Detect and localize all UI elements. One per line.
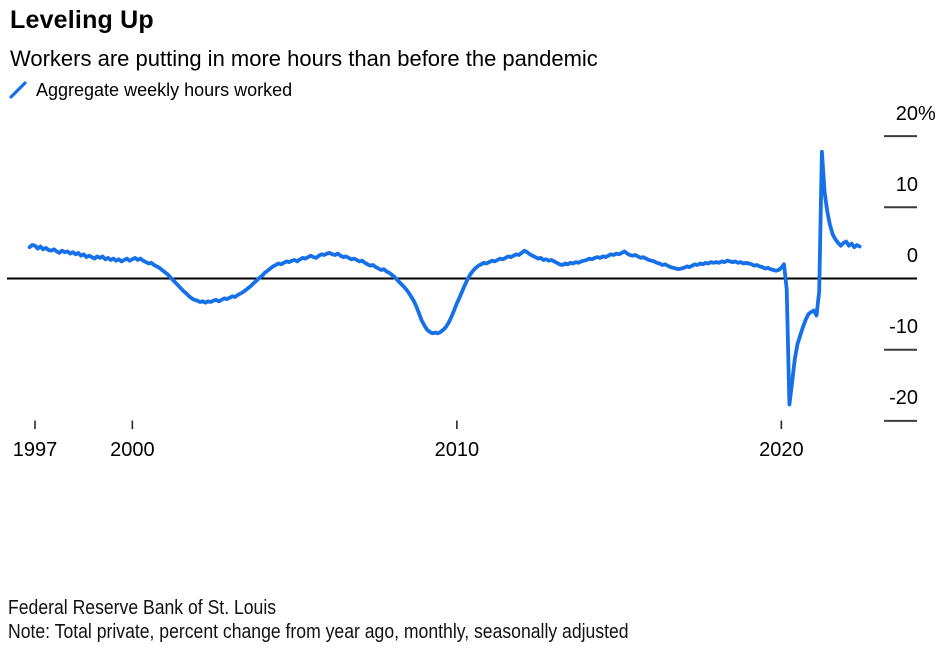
x-axis-label: 2020: [759, 439, 804, 461]
y-axis-label: 20%: [895, 102, 936, 125]
x-axis-label: 2000: [110, 439, 155, 461]
y-axis-ticks: [884, 135, 917, 422]
legend: Aggregate weekly hours worked: [8, 78, 292, 102]
source-text: Federal Reserve Bank of St. Louis: [8, 597, 277, 619]
y-axis-label: 10: [895, 173, 918, 196]
legend-label: Aggregate weekly hours worked: [36, 80, 293, 100]
line-series-swatch-icon: [9, 81, 27, 99]
x-axis-ticks: [34, 420, 783, 429]
chart-title: Leveling Up: [10, 6, 154, 34]
chart-footer: Federal Reserve Bank of St. Louis Note: …: [8, 597, 908, 643]
y-axis-label: -10: [889, 316, 918, 339]
y-axis-label: 0: [906, 245, 918, 267]
x-axis-label: 2010: [434, 439, 480, 461]
data-line-series: [27, 149, 862, 407]
chart-subtitle: Workers are putting in more hours than b…: [10, 46, 598, 71]
y-axis-label: -20: [889, 387, 918, 410]
note-text: Note: Total private, percent change from…: [8, 621, 629, 643]
x-axis-label: 1997: [12, 439, 58, 461]
